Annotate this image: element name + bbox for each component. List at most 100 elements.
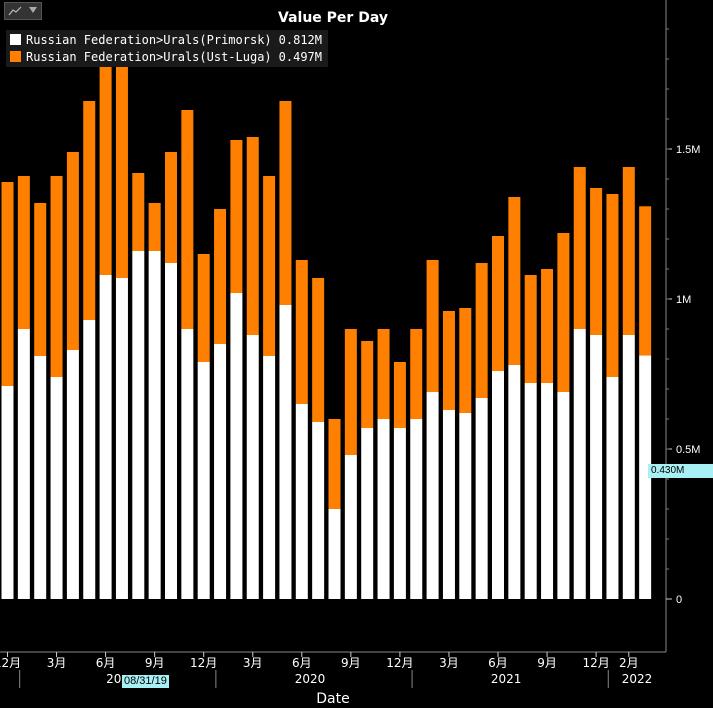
y-tick-label: 1.5M [676,144,700,156]
bar-ustluga [132,173,145,251]
y-tick-label: 0 [676,594,682,606]
bar-primorsk [312,422,325,599]
bar-primorsk [377,419,390,599]
bar-primorsk [508,365,521,599]
bar-ustluga [377,329,390,419]
legend-label-primorsk: Russian Federation>Urals(Primorsk) [26,32,272,47]
bar-ustluga [492,236,504,371]
x-year-label: 2021 [491,672,522,686]
bar-primorsk [83,320,96,599]
x-tick-label: 6月 [488,656,508,670]
bar-primorsk [328,509,341,599]
bar-primorsk [361,428,374,599]
legend-item-ustluga: Russian Federation>Urals(Ust-Luga) 0.497… [10,48,322,65]
bar-primorsk [263,356,276,599]
bar-primorsk [17,329,30,599]
bar-primorsk [573,329,586,599]
bar-primorsk [50,377,63,599]
x-tick-label: 12月 [0,656,21,670]
y-tick-label: 1M [676,294,691,306]
x-tick-label: 6月 [96,656,116,670]
bar-primorsk [590,335,603,599]
bar-primorsk [197,362,210,599]
bar-primorsk [99,275,112,599]
bar-ustluga [475,263,488,398]
x-tick-label: 6月 [292,656,312,670]
bar-ustluga [328,419,341,509]
bar-primorsk [115,278,128,599]
bar-ustluga [393,362,406,428]
bar-ustluga [279,101,292,305]
bar-primorsk [492,371,504,599]
legend-value-ustluga: 0.497M [278,49,322,64]
bar-primorsk [132,251,145,599]
bar-ustluga [115,59,128,278]
x-tick-label: 12月 [190,656,217,670]
bar-ustluga [459,308,472,413]
chart-type-button[interactable] [4,2,42,20]
bar-ustluga [34,203,47,356]
bar-ustluga [442,311,455,410]
x-tick-label: 9月 [341,656,361,670]
bar-ustluga [590,188,603,335]
bar-ustluga [99,56,112,275]
bar-primorsk [541,383,554,599]
chart-title: Value Per Day [278,10,388,26]
bar-primorsk [475,398,488,599]
bar-ustluga [361,341,374,428]
line-chart-icon [8,6,22,16]
x-tick-label: 3月 [47,656,67,670]
bar-primorsk [639,355,652,599]
bar-primorsk [165,263,177,599]
bar-ustluga [165,152,177,263]
x-tick-label: 12月 [582,656,609,670]
legend: Russian Federation>Urals(Primorsk) 0.812… [6,30,328,67]
bar-ustluga [344,329,357,455]
bar-primorsk [459,413,472,599]
bar-primorsk [442,410,455,599]
bar-primorsk [34,356,47,599]
bar-ustluga [83,101,96,320]
bar-ustluga [639,206,652,356]
bar-ustluga [524,275,537,383]
bar-primorsk [344,455,357,599]
bar-primorsk [295,404,308,599]
bar-ustluga [263,176,276,356]
bar-ustluga [508,197,521,365]
bar-ustluga [541,269,554,383]
bar-ustluga [312,278,325,422]
x-year-label: 2022 [622,672,653,686]
bar-ustluga [66,152,79,350]
bar-ustluga [197,254,210,362]
x-tick-label: 2月 [619,656,639,670]
y-tick-label: 0.5M [676,444,700,456]
bar-ustluga [426,260,439,392]
bar-primorsk [230,293,243,599]
bar-ustluga [557,233,570,392]
bar-ustluga [295,260,308,404]
bar-primorsk [66,350,79,599]
bar-ustluga [246,137,259,335]
x-tick-label: 9月 [537,656,557,670]
bar-ustluga [230,140,243,293]
x-year-label: 20 [106,672,121,686]
x-tick-label: 12月 [386,656,413,670]
bar-primorsk [606,377,619,599]
bar-primorsk [410,419,423,599]
bar-ustluga [50,176,63,377]
bar-primorsk [524,383,537,599]
date-marker-badge: 08/31/19 [122,675,169,688]
x-axis-title: Date [316,691,349,707]
bar-ustluga [148,203,161,251]
bar-ustluga [181,110,194,329]
bar-ustluga [17,176,30,329]
bar-primorsk [181,329,194,599]
bar-primorsk [622,335,635,599]
legend-label-ustluga: Russian Federation>Urals(Ust-Luga) [26,49,272,64]
bar-primorsk [246,335,259,599]
bar-ustluga [1,182,14,386]
legend-item-primorsk: Russian Federation>Urals(Primorsk) 0.812… [10,31,322,48]
bar-primorsk [1,386,14,599]
